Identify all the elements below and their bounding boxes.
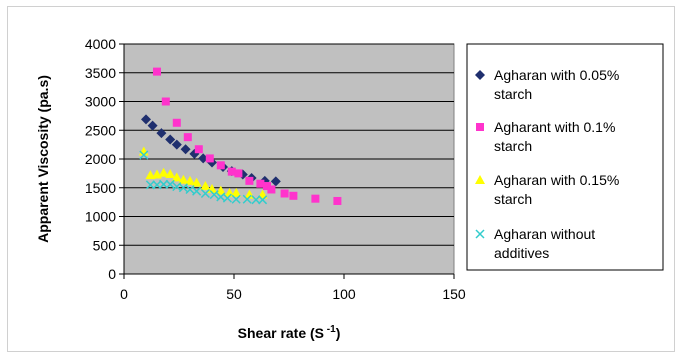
legend-box [466,43,664,271]
data-point-series-1 [147,120,158,131]
y-tick-label: 1500 [85,180,116,196]
data-point-series-2 [263,182,271,191]
data-point-series-4 [185,184,195,195]
y-tick-label: 3500 [85,65,116,81]
y-axis-title: Apparent Viscosity (pa.s) [35,75,51,243]
data-point-series-1 [171,139,182,150]
legend-label-series-2: starch [494,138,532,154]
data-point-series-4 [139,150,149,160]
y-tick-label: 1000 [85,209,116,225]
x-tick-label: 0 [120,286,128,302]
data-point-series-2 [234,169,243,178]
data-point-series-3 [165,168,176,178]
data-point-series-2 [216,161,225,170]
data-point-series-4 [192,186,202,196]
data-point-series-4 [200,188,210,199]
x-axis-title-main: Shear rate (S [238,325,324,341]
data-point-series-2 [245,176,254,185]
data-point-series-4 [159,179,169,189]
data-point-series-2 [172,118,181,127]
data-point-series-2 [333,196,342,205]
data-point-series-1 [156,128,167,139]
data-point-series-2 [194,145,203,154]
data-point-series-3 [215,185,226,195]
y-tick-label: 2500 [85,122,116,138]
data-point-series-4 [145,180,155,190]
plot-area [123,43,455,275]
data-point-series-2 [256,179,265,188]
data-point-series-2 [311,194,320,203]
data-point-series-1 [270,176,281,187]
data-point-series-3 [145,170,156,180]
x-tick-label: 50 [226,286,242,302]
legend-label-series-1: Agharan with 0.05% [494,67,619,83]
legend-marker-series-4 [475,229,485,239]
y-tick-label: 2000 [85,151,116,167]
data-point-series-3 [231,187,242,197]
data-point-series-2 [161,97,170,106]
y-tick-label: 0 [108,266,116,282]
data-point-series-3 [178,174,189,184]
data-point-series-1 [180,144,191,155]
data-point-series-2 [227,167,236,176]
y-tick-label: 4000 [85,36,116,52]
data-point-series-4 [222,193,232,203]
data-point-series-1 [198,153,209,164]
data-point-series-3 [207,183,217,193]
data-point-series-1 [141,114,151,125]
data-point-series-3 [200,181,211,191]
data-point-series-2 [289,191,298,200]
legend-marker-series-2 [476,123,484,131]
legend-label-series-4: Agharan without [494,226,595,242]
data-point-series-4 [165,179,175,189]
data-point-series-3 [191,177,202,187]
chart-frame: 0 500 1000 1500 2000 2500 3000 3500 4000 0 50 100 15… [7,6,675,352]
scatter-chart: 0 500 1000 1500 2000 2500 3000 3500 4000 0 50 100 15… [35,36,664,341]
data-point-series-2 [183,133,192,142]
data-point-series-4 [231,194,241,204]
x-axis-title-end: ) [336,325,341,341]
x-axis-title-superscript: -1 [324,324,336,335]
legend-label-series-4: additives [494,245,549,261]
data-point-series-4 [178,183,188,193]
y-tick-label: 500 [93,237,117,253]
x-tick-label: 150 [442,286,466,302]
legend-label-series-3: Agharan with 0.15% [494,172,619,188]
data-point-series-2 [267,185,276,194]
data-point-series-4 [242,194,252,204]
data-point-series-3 [224,187,235,197]
data-point-series-4 [258,195,268,205]
data-point-series-3 [171,172,182,182]
data-point-series-2 [205,154,214,163]
legend-label-series-2: Agharant with 0.1% [494,119,615,135]
data-point-series-3 [185,175,195,185]
data-point-series-1 [165,134,176,145]
y-tick-label: 3000 [85,94,116,110]
data-point-series-4 [251,195,261,205]
data-point-series-2 [153,67,161,76]
data-point-series-4 [209,190,219,200]
data-point-series-3 [158,167,169,177]
legend-marker-series-3 [475,175,485,184]
x-axis-title: Shear rate (S -1) [238,324,341,341]
legend: Agharan with 0.05% starch Agharant with 0.… [466,43,664,271]
legend-label-series-3: starch [494,191,532,207]
data-points [138,67,342,205]
legend-marker-series-1 [475,70,485,80]
axes: 0 500 1000 1500 2000 2500 3000 3500 4000 0 50 100 15… [85,36,466,302]
x-tick-label: 100 [332,286,356,302]
legend-label-series-1: starch [494,86,532,102]
data-point-series-2 [280,189,289,198]
